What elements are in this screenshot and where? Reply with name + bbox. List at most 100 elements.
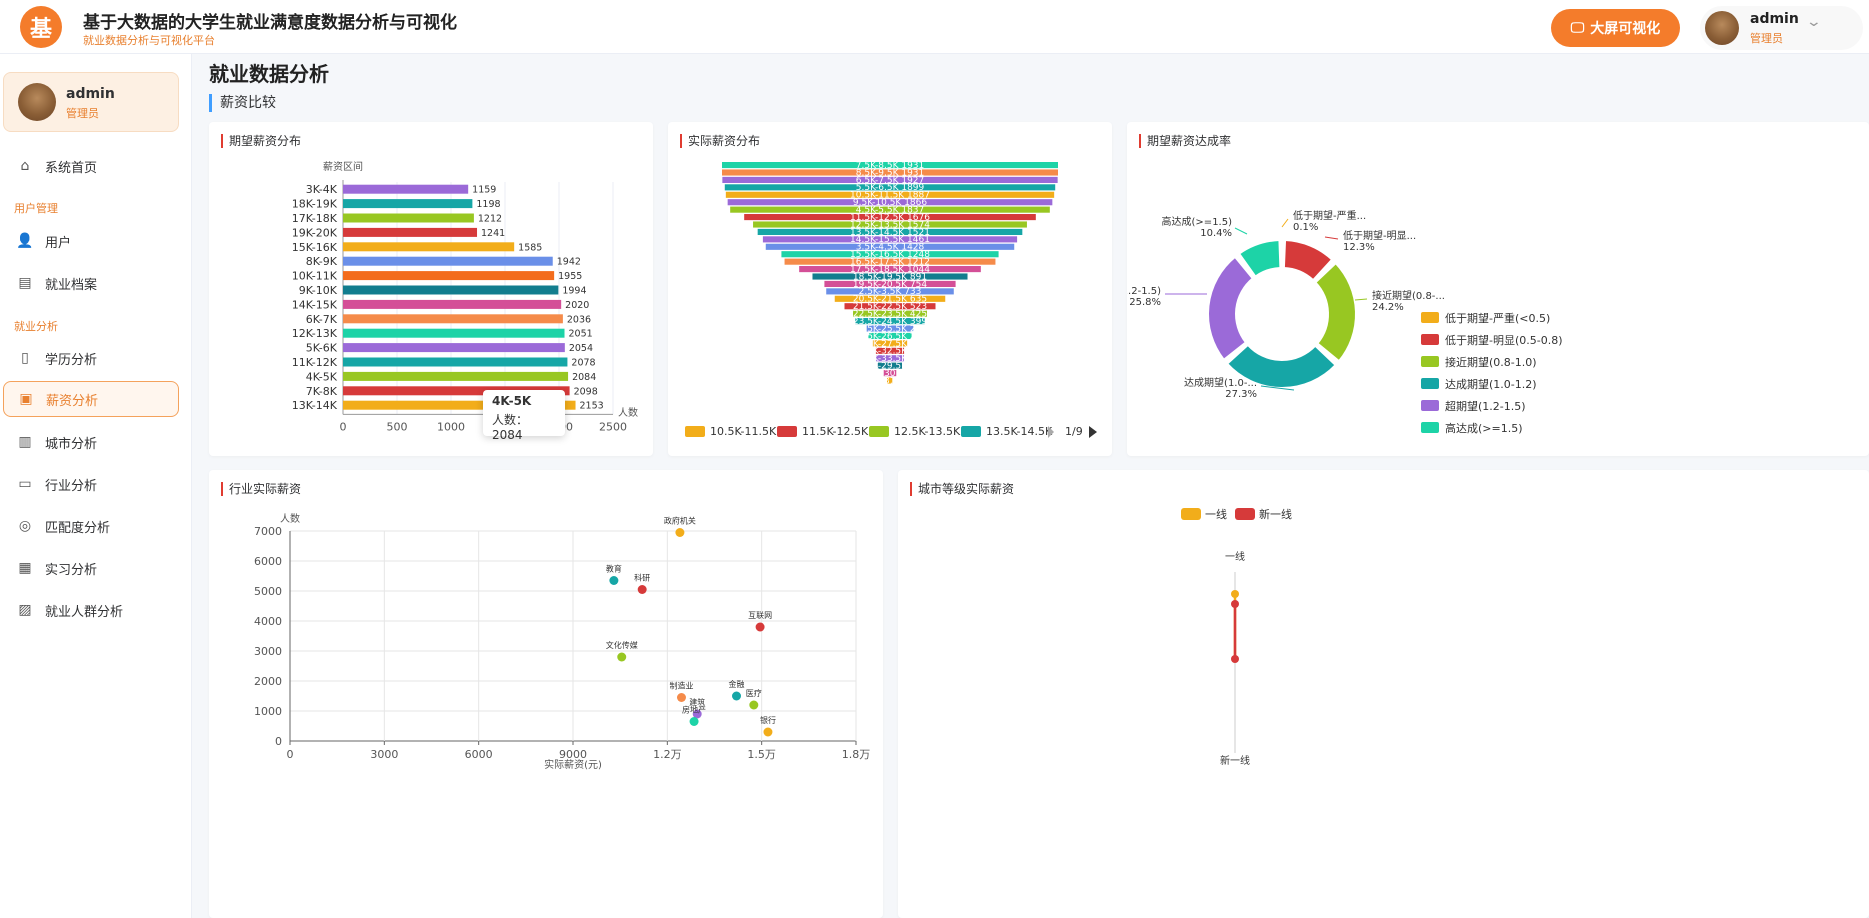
scatter-point <box>689 717 699 726</box>
sidebar-item-label: 学历分析 <box>45 352 98 368</box>
sidebar-item-match[interactable]: ◎ 匹配度分析 <box>3 508 179 544</box>
point-label: 文化传媒 <box>606 640 638 650</box>
funnel-label: 30.5K-31.5K 33 <box>856 376 925 386</box>
y-tick-label: 8K-9K <box>306 255 338 268</box>
sidebar: admin 管理员 ⌂ 系统首页 用户管理 👤 用户 ▤ 就业档案 就业分析 ▯ 学历分… <box>0 54 192 918</box>
money-icon: ▣ <box>19 391 33 407</box>
funnel-segment <box>724 184 1056 191</box>
sidebar-item-label: 实习分析 <box>45 562 98 578</box>
briefcase-icon: ▭ <box>18 476 32 492</box>
sidebar-item-education[interactable]: ▯ 学历分析 <box>3 340 179 376</box>
achievement-chart: 低于期望-严重...0.1% 低于期望-明显...12.3% 接近期望(0.8-..… <box>1127 209 1563 435</box>
sidebar-item-label: 城市分析 <box>45 436 98 452</box>
funnel-label: 13.5K-14.5K 1521 <box>850 228 930 238</box>
pie-slice <box>1282 239 1334 282</box>
sidebar-item-internship[interactable]: ▦ 实习分析 <box>3 550 179 586</box>
x-axis-title: 人数 <box>618 406 638 419</box>
slice-label: 低于期望-明显... <box>1343 229 1416 242</box>
data-label: 2054 <box>569 343 593 354</box>
bar <box>343 242 515 252</box>
pie-slice <box>1314 262 1357 363</box>
point-label: 金融 <box>729 679 745 689</box>
funnel-segment <box>725 191 1055 198</box>
y-tick-label: 9K-10K <box>299 284 338 297</box>
card-title: 实际薪资分布 <box>680 134 760 148</box>
funnel-label: 12.5K-13.5K 1574 <box>850 220 930 230</box>
sidebar-item-city[interactable]: ▥ 城市分析 <box>3 424 179 460</box>
funnel-label: 3.5K-4.5K 1428 <box>856 243 925 253</box>
sidebar-item-label: 薪资分析 <box>46 393 99 409</box>
data-label: 2153 <box>580 401 604 412</box>
actual-salary-card: 实际薪资分布 7.5K-8.5K 1931 8.5K-9.5K 1931 6.5K-… <box>668 122 1112 456</box>
scatter-point <box>763 727 773 737</box>
legend-prev-icon[interactable] <box>1048 426 1054 438</box>
card-title: 城市等级实际薪资 <box>910 482 1014 496</box>
bar <box>343 400 576 410</box>
sidebar-item-home[interactable]: ⌂ 系统首页 <box>3 148 179 184</box>
bar <box>343 285 559 295</box>
funnel-label: 26.5K-27.5K 197 <box>853 339 927 349</box>
legend-swatch <box>777 426 797 437</box>
sidebar-item-users[interactable]: 👤 用户 <box>3 223 179 259</box>
data-label: 1942 <box>557 257 581 268</box>
legend-label: 11.5K-12.5K <box>802 425 869 438</box>
sidebar-item-label: 就业档案 <box>45 277 98 293</box>
funnel-segment <box>781 251 999 258</box>
funnel-label: 22.5K-23.5K 425 <box>853 310 927 320</box>
bar <box>343 314 563 324</box>
x-tick-label: 9000 <box>559 748 587 761</box>
legend-label: 10.5K-11.5K <box>710 425 777 438</box>
card-title: 期望薪资分布 <box>221 134 301 148</box>
big-screen-button[interactable]: 🖵 大屏可视化 <box>1551 9 1680 47</box>
sidebar-item-label: 系统首页 <box>45 160 98 176</box>
sidebar-item-salary[interactable]: ▣ 薪资分析 <box>3 381 179 417</box>
user-menu[interactable]: admin 管理员 ⌄ <box>1700 6 1863 50</box>
y-tick-label: 13K-14K <box>292 399 338 412</box>
industry-salary-card: 行业实际薪资 0 1000 2000 3000 4000 5000 6000 7000 0 300… <box>209 470 883 918</box>
scatter-point <box>749 700 759 710</box>
scatter-point <box>675 528 685 537</box>
legend-label: 一线 <box>1205 507 1227 521</box>
data-label: 1159 <box>472 185 496 196</box>
avatar <box>1705 11 1739 45</box>
y-tick-label: 15K-16K <box>292 241 338 254</box>
x-tick-label: 1.5万 <box>747 748 776 761</box>
legend-label: 新一线 <box>1259 507 1292 521</box>
sidebar-user-role: 管理员 <box>66 107 99 120</box>
funnel-segment <box>722 169 1058 176</box>
sidebar-user-card: admin 管理员 <box>3 72 179 132</box>
sidebar-item-industry[interactable]: ▭ 行业分析 <box>3 466 179 502</box>
legend-next-icon[interactable] <box>1089 426 1097 438</box>
sidebar-item-label: 用户 <box>45 235 72 251</box>
funnel-segment <box>883 370 897 377</box>
sidebar-item-crowd[interactable]: ▨ 就业人群分析 <box>3 592 179 628</box>
sidebar-user-name: admin <box>66 86 115 102</box>
funnel-segment <box>853 310 927 317</box>
funnel-segment <box>784 258 996 265</box>
card-title: 期望薪资达成率 <box>1139 134 1231 148</box>
funnel-label: 8.5K-9.5K 1931 <box>856 168 925 178</box>
funnel-segment <box>855 318 925 325</box>
leader-line <box>1281 218 1289 228</box>
funnel-segment <box>722 176 1058 183</box>
scatter-point <box>617 652 627 662</box>
funnel-label: 10.5K-11.5K 1887 <box>850 191 930 201</box>
data-label: 2098 <box>574 386 598 397</box>
compass-icon: ◎ <box>18 518 32 534</box>
scatter-point <box>755 622 765 632</box>
tooltip-text: 人数：2084 <box>492 413 529 442</box>
industry-salary-chart: 0 1000 2000 3000 4000 5000 6000 7000 0 3000 6000 90… <box>254 512 870 771</box>
x-tick-label: 0 <box>287 748 294 761</box>
city-level-card: 城市等级实际薪资 一线 新一线 一线 新一线 <box>898 470 1869 918</box>
data-label: 2078 <box>571 358 595 369</box>
slice-percent: 12.3% <box>1343 242 1375 253</box>
sidebar-item-archives[interactable]: ▤ 就业档案 <box>3 265 179 301</box>
scatter-point <box>609 576 619 585</box>
funnel-segment <box>877 362 903 369</box>
funnel-segment <box>799 266 981 273</box>
y-tick-label: 5K-6K <box>306 342 338 355</box>
chart-tooltip: 4K-5K 人数：2084 <box>483 390 565 442</box>
bar <box>343 184 469 194</box>
funnel-label: 31.5K-32.5K 162 <box>853 347 927 357</box>
